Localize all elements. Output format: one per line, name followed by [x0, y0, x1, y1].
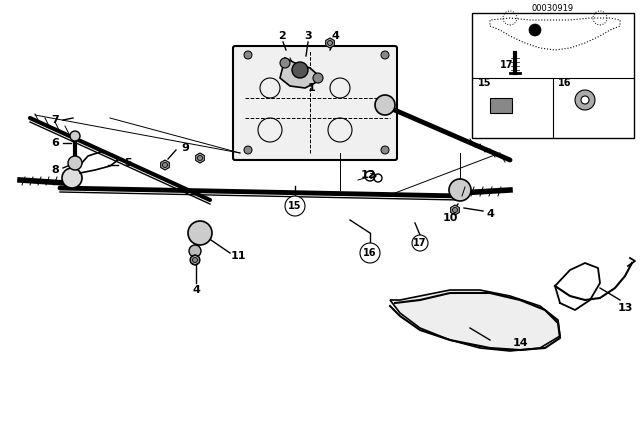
Text: 1: 1	[308, 83, 316, 93]
Circle shape	[198, 155, 202, 160]
Text: 15: 15	[478, 78, 492, 88]
Circle shape	[190, 255, 200, 265]
Circle shape	[193, 258, 198, 263]
Circle shape	[375, 95, 395, 115]
Circle shape	[244, 146, 252, 154]
Circle shape	[188, 221, 212, 245]
Circle shape	[360, 243, 380, 263]
Text: 15: 15	[288, 201, 301, 211]
Text: 8: 8	[51, 165, 59, 175]
Bar	[490, 98, 512, 113]
Text: 10: 10	[442, 213, 458, 223]
Text: 2: 2	[278, 31, 286, 41]
Circle shape	[328, 40, 333, 46]
Circle shape	[280, 58, 290, 68]
Circle shape	[244, 51, 252, 59]
Circle shape	[70, 131, 80, 141]
Circle shape	[68, 156, 82, 170]
Text: 16: 16	[364, 248, 377, 258]
Polygon shape	[390, 290, 560, 351]
Text: 17: 17	[500, 60, 514, 70]
Circle shape	[285, 196, 305, 216]
Text: 16: 16	[558, 78, 572, 88]
Polygon shape	[191, 255, 199, 265]
Circle shape	[313, 73, 323, 83]
Polygon shape	[280, 58, 318, 88]
Text: 4: 4	[192, 285, 200, 295]
Circle shape	[449, 179, 471, 201]
Text: 12: 12	[360, 170, 376, 180]
Circle shape	[581, 96, 589, 104]
Circle shape	[381, 146, 389, 154]
Text: 4: 4	[331, 31, 339, 41]
Circle shape	[163, 163, 168, 168]
Circle shape	[292, 62, 308, 78]
Text: 4: 4	[486, 209, 494, 219]
Text: 3: 3	[304, 31, 312, 41]
Text: 00030919: 00030919	[532, 4, 574, 13]
Polygon shape	[451, 205, 460, 215]
Text: 5: 5	[124, 158, 132, 168]
Polygon shape	[196, 153, 204, 163]
Text: 14: 14	[512, 338, 528, 348]
Polygon shape	[161, 160, 170, 170]
Text: 9: 9	[181, 143, 189, 153]
Circle shape	[575, 90, 595, 110]
Text: 6: 6	[51, 138, 59, 148]
FancyBboxPatch shape	[233, 46, 397, 160]
Text: 7: 7	[51, 115, 59, 125]
Circle shape	[381, 51, 389, 59]
Text: 17: 17	[413, 238, 427, 248]
Circle shape	[62, 168, 82, 188]
Polygon shape	[326, 38, 334, 48]
Circle shape	[452, 207, 458, 212]
Text: 11: 11	[230, 251, 246, 261]
Circle shape	[412, 235, 428, 251]
Text: 13: 13	[618, 303, 633, 313]
Circle shape	[189, 245, 201, 257]
Bar	[472, 13, 634, 138]
Circle shape	[529, 24, 541, 36]
